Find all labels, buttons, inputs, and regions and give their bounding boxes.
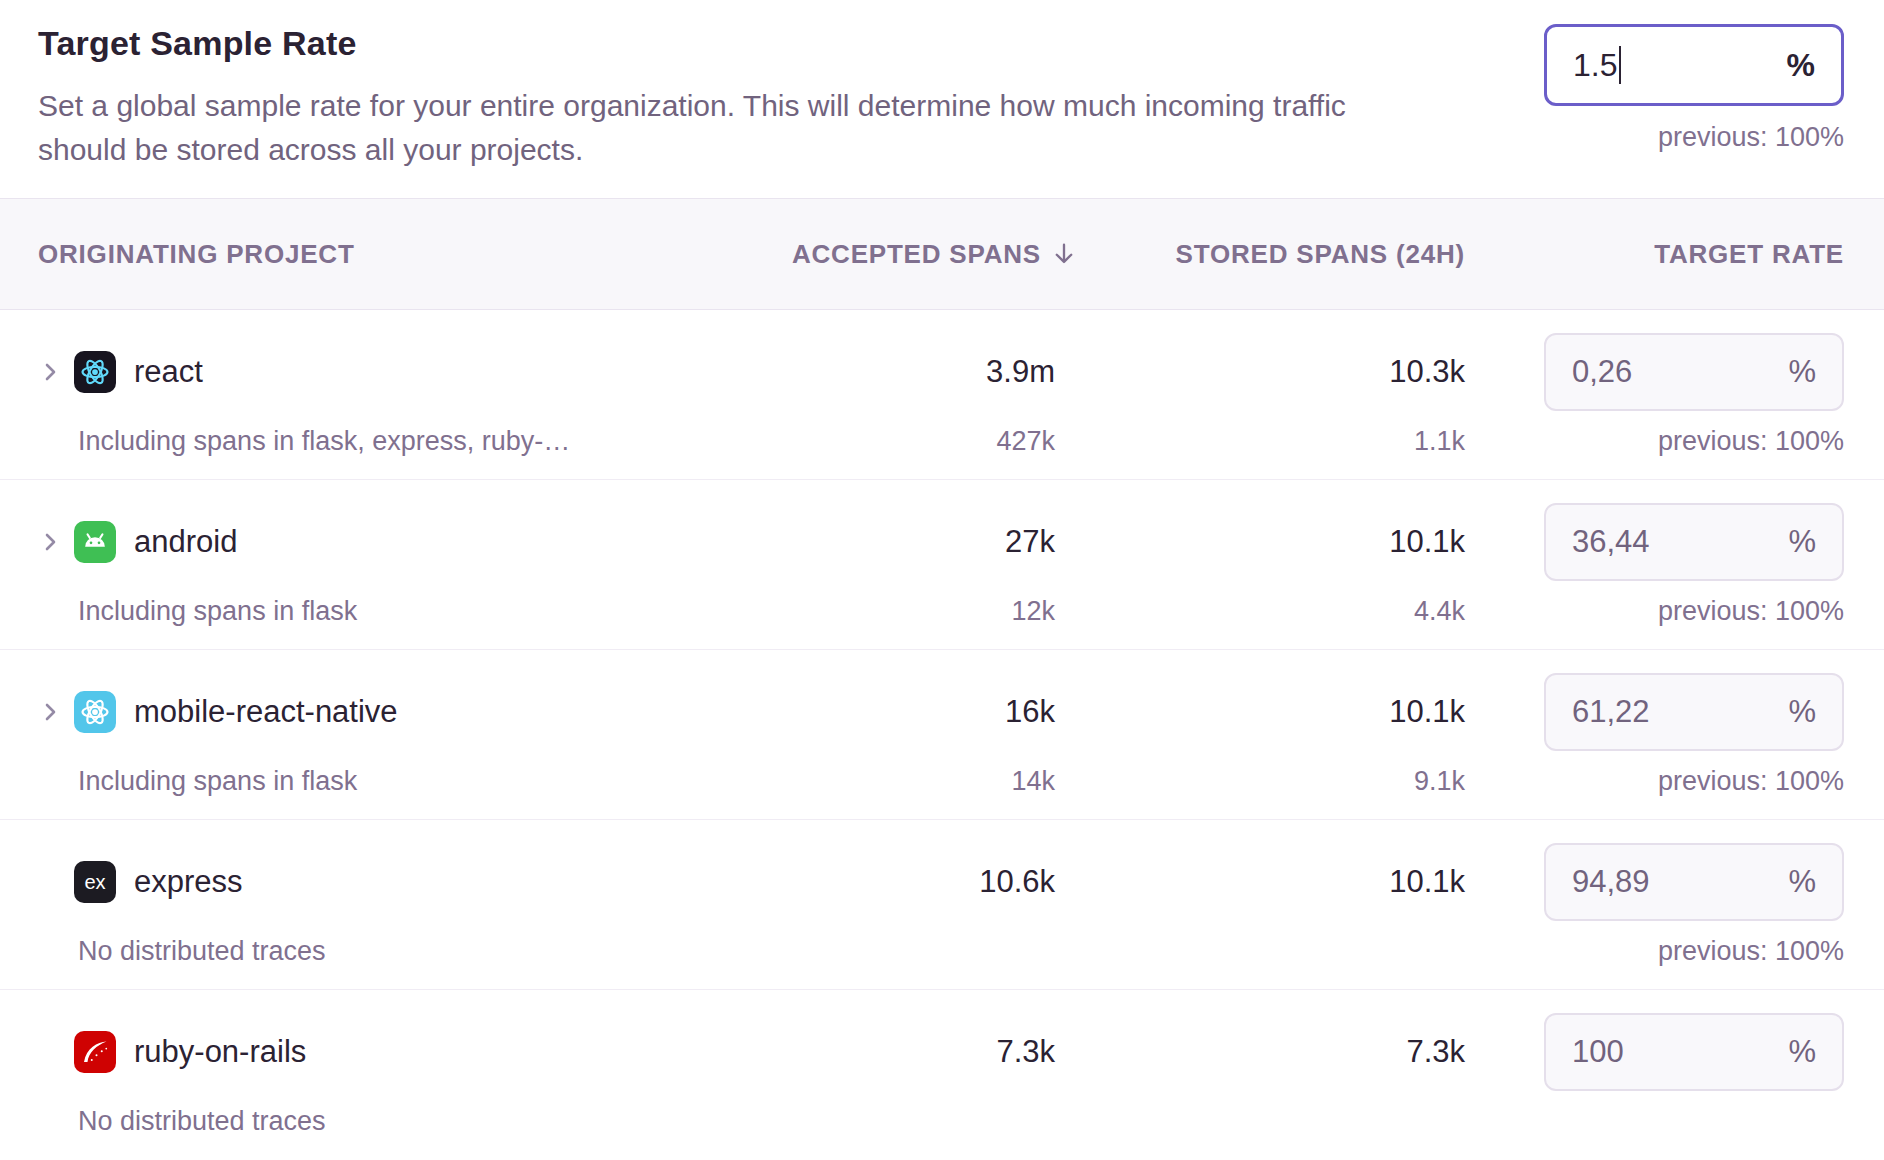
- stored-spans-value: 10.3k: [1078, 354, 1465, 390]
- project-sub-row: No distributed traces: [38, 1099, 1844, 1143]
- accepted-spans-value: 16k: [638, 694, 1078, 730]
- project-cell: mobile-react-native: [38, 691, 638, 733]
- percent-unit: %: [1788, 354, 1816, 390]
- svg-text:ex: ex: [84, 871, 105, 893]
- page-description-line2: should be stored across all your project…: [38, 128, 1346, 172]
- sub-stored-spans-value: 9.1k: [1078, 766, 1465, 797]
- page-description: Set a global sample rate for your entire…: [38, 84, 1346, 172]
- project-row-group: ex express 10.6k 10.1k 94,89 % No distri…: [0, 820, 1884, 990]
- global-rate-value: 1.5: [1573, 47, 1617, 84]
- expand-chevron-icon[interactable]: [38, 530, 62, 554]
- column-header-stored-spans: STORED SPANS (24H): [1078, 239, 1465, 270]
- sub-stored-spans-value: 4.4k: [1078, 596, 1465, 627]
- percent-unit: %: [1788, 694, 1816, 730]
- previous-rate-label: previous: 100%: [1465, 426, 1844, 457]
- distributed-traces-label: Including spans in flask: [78, 596, 638, 627]
- expand-chevron-icon[interactable]: [38, 700, 62, 724]
- project-row-group: ruby-on-rails 7.3k 7.3k 100 % No distrib…: [0, 990, 1884, 1160]
- previous-rate-label: previous: 100%: [1465, 596, 1844, 627]
- project-sub-row: Including spans in flask 12k 4.4k previo…: [38, 589, 1844, 633]
- accepted-spans-value: 3.9m: [638, 354, 1078, 390]
- previous-rate-label: previous: 100%: [1544, 122, 1844, 153]
- section-header: Target Sample Rate Set a global sample r…: [0, 0, 1884, 198]
- project-sub-row: Including spans in flask, express, ruby-…: [38, 419, 1844, 463]
- page-title: Target Sample Rate: [38, 24, 357, 63]
- project-name: mobile-react-native: [134, 694, 398, 730]
- target-rate-input[interactable]: 100 %: [1544, 1013, 1844, 1091]
- target-rate-value: 94,89: [1572, 864, 1650, 900]
- sort-arrow-down-icon: [1050, 240, 1078, 268]
- stored-spans-value: 10.1k: [1078, 524, 1465, 560]
- previous-rate-label: previous: 100%: [1465, 766, 1844, 797]
- target-rate-input[interactable]: 94,89 %: [1544, 843, 1844, 921]
- android-platform-icon: [74, 521, 116, 563]
- distributed-traces-label: Including spans in flask: [78, 766, 638, 797]
- project-main-row: ruby-on-rails 7.3k 7.3k 100 %: [38, 1013, 1844, 1091]
- target-rate-value: 0,26: [1572, 354, 1632, 390]
- percent-unit: %: [1787, 47, 1815, 84]
- project-main-row: mobile-react-native 16k 10.1k 61,22 %: [38, 673, 1844, 751]
- stored-spans-value: 10.1k: [1078, 864, 1465, 900]
- table-body: react 3.9m 10.3k 0,26 % Including spans …: [0, 310, 1884, 1160]
- accepted-spans-value: 10.6k: [638, 864, 1078, 900]
- global-rate-block: 1.5 % previous: 100%: [1544, 24, 1844, 153]
- project-main-row: android 27k 10.1k 36,44 %: [38, 503, 1844, 581]
- accepted-spans-value: 27k: [638, 524, 1078, 560]
- expand-chevron-icon[interactable]: [38, 360, 62, 384]
- percent-unit: %: [1788, 524, 1816, 560]
- distributed-traces-label: No distributed traces: [78, 1106, 638, 1137]
- project-name: android: [134, 524, 237, 560]
- project-cell: ex express: [38, 861, 638, 903]
- column-header-target-rate: TARGET RATE: [1465, 239, 1844, 270]
- target-rate-value: 36,44: [1572, 524, 1650, 560]
- stored-spans-value: 7.3k: [1078, 1034, 1465, 1070]
- target-rate-input[interactable]: 0,26 %: [1544, 333, 1844, 411]
- distributed-traces-label: Including spans in flask, express, ruby-…: [78, 426, 638, 457]
- project-cell: android: [38, 521, 638, 563]
- project-name: react: [134, 354, 203, 390]
- target-rate-input[interactable]: 61,22 %: [1544, 673, 1844, 751]
- column-header-originating-project: ORIGINATING PROJECT: [38, 239, 638, 270]
- ruby-on-rails-platform-icon: [74, 1031, 116, 1073]
- stored-spans-value: 10.1k: [1078, 694, 1465, 730]
- text-caret: [1619, 46, 1621, 84]
- distributed-traces-label: No distributed traces: [78, 936, 638, 967]
- sub-stored-spans-value: 1.1k: [1078, 426, 1465, 457]
- target-rate-value: 100: [1572, 1034, 1624, 1070]
- page-description-line1: Set a global sample rate for your entire…: [38, 84, 1346, 128]
- percent-unit: %: [1788, 1034, 1816, 1070]
- project-row-group: android 27k 10.1k 36,44 % Including span…: [0, 480, 1884, 650]
- project-name: ruby-on-rails: [134, 1034, 306, 1070]
- sample-rate-settings-page: { "header": { "title": "Target Sample Ra…: [0, 0, 1884, 1160]
- project-cell: ruby-on-rails: [38, 1031, 638, 1073]
- express-platform-icon: ex: [74, 861, 116, 903]
- accepted-spans-value: 7.3k: [638, 1034, 1078, 1070]
- target-rate-value: 61,22: [1572, 694, 1650, 730]
- project-sub-row: Including spans in flask 14k 9.1k previo…: [38, 759, 1844, 803]
- project-sub-row: No distributed traces previous: 100%: [38, 929, 1844, 973]
- table-header: ORIGINATING PROJECT ACCEPTED SPANS STORE…: [0, 198, 1884, 310]
- react-platform-icon: [74, 351, 116, 393]
- column-header-accepted-spans-label: ACCEPTED SPANS: [792, 239, 1041, 270]
- sub-accepted-spans-value: 14k: [638, 766, 1078, 797]
- percent-unit: %: [1788, 864, 1816, 900]
- target-rate-input[interactable]: 36,44 %: [1544, 503, 1844, 581]
- previous-rate-label: previous: 100%: [1465, 936, 1844, 967]
- sub-accepted-spans-value: 427k: [638, 426, 1078, 457]
- column-header-accepted-spans[interactable]: ACCEPTED SPANS: [638, 239, 1078, 270]
- project-cell: react: [38, 351, 638, 393]
- react-native-platform-icon: [74, 691, 116, 733]
- project-name: express: [134, 864, 243, 900]
- project-row-group: react 3.9m 10.3k 0,26 % Including spans …: [0, 310, 1884, 480]
- project-row-group: mobile-react-native 16k 10.1k 61,22 % In…: [0, 650, 1884, 820]
- global-rate-input[interactable]: 1.5 %: [1544, 24, 1844, 106]
- sub-accepted-spans-value: 12k: [638, 596, 1078, 627]
- project-main-row: ex express 10.6k 10.1k 94,89 %: [38, 843, 1844, 921]
- project-main-row: react 3.9m 10.3k 0,26 %: [38, 333, 1844, 411]
